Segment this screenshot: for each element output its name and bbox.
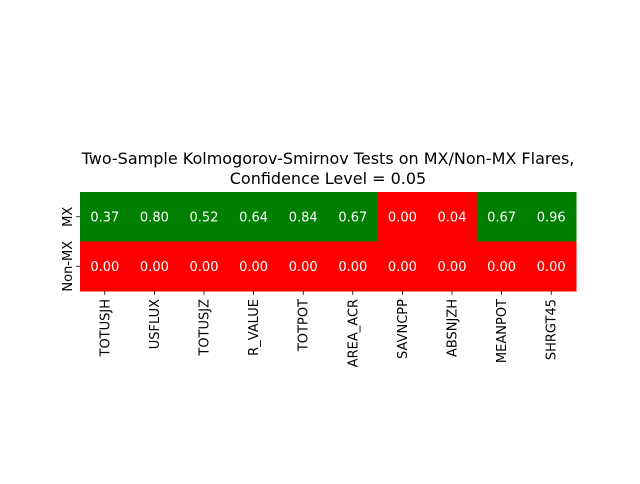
heatmap-cell — [179, 192, 230, 242]
x-tick-label: USFLUX — [148, 299, 163, 349]
cell-value-label: 0.00 — [140, 260, 169, 275]
x-tick-label: R_VALUE — [247, 299, 262, 356]
heatmap-cell — [80, 192, 131, 242]
heatmap-cell — [328, 192, 379, 242]
heatmap-cell — [328, 241, 379, 292]
x-tick-label: TOTPOT — [297, 299, 312, 352]
x-tick-label: AREA_ACR — [346, 299, 361, 367]
x-axis: TOTUSJH USFLUX TOTUSJZ R_VALUE TOTPOT AREA_AC… — [98, 291, 560, 367]
cell-value-labels: 0.37 0.80 0.52 0.64 0.84 0.67 0.00 0.04 0.67 0.96… — [90, 210, 565, 275]
heatmap-cell — [278, 192, 329, 242]
heatmap-cell — [228, 192, 279, 242]
heatmap-cells — [80, 192, 577, 292]
cell-value-label: 0.84 — [289, 210, 318, 225]
cell-value-label: 0.00 — [338, 260, 367, 275]
cell-value-label: 0.00 — [438, 260, 467, 275]
heatmap-cell — [129, 241, 180, 292]
cell-value-label: 0.00 — [90, 260, 119, 275]
cell-value-label: 0.00 — [388, 260, 417, 275]
cell-value-label: 0.96 — [537, 210, 566, 225]
heatmap-cell — [80, 241, 131, 292]
cell-value-label: 0.00 — [190, 260, 219, 275]
y-axis: MX Non-MX — [61, 207, 80, 292]
cell-value-label: 0.04 — [438, 210, 467, 225]
heatmap-cell — [526, 192, 577, 242]
chart-title-line-2: Confidence Level = 0.05 — [230, 169, 426, 188]
heatmap-cell — [129, 192, 180, 242]
x-tick-label: TOTUSJH — [98, 299, 113, 358]
heatmap-cell — [377, 241, 428, 292]
cell-value-label: 0.67 — [487, 210, 516, 225]
heatmap-cell — [526, 241, 577, 292]
cell-value-label: 0.52 — [190, 210, 219, 225]
cell-value-label: 0.00 — [487, 260, 516, 275]
heatmap-cell — [278, 241, 329, 292]
cell-value-label: 0.00 — [239, 260, 268, 275]
heatmap-cell — [377, 192, 428, 242]
x-tick-label: ABSNJZH — [446, 299, 461, 357]
y-tick-label: Non-MX — [61, 241, 76, 292]
heatmap-cell — [427, 241, 478, 292]
cell-value-label: 0.00 — [388, 210, 417, 225]
cell-value-label: 0.80 — [140, 210, 169, 225]
x-tick-label: MEANPOT — [495, 299, 510, 363]
x-tick-label: SHRGT45 — [545, 299, 560, 360]
cell-value-label: 0.64 — [239, 210, 268, 225]
cell-value-label: 0.67 — [338, 210, 367, 225]
x-tick-label: SAVNCPP — [396, 299, 411, 359]
heatmap-cell — [228, 241, 279, 292]
heatmap-cell — [179, 241, 230, 292]
heatmap-cell — [427, 192, 478, 242]
heatmap-cell — [476, 241, 527, 292]
chart-title-line-1: Two-Sample Kolmogorov-Smirnov Tests on M… — [81, 149, 575, 168]
y-tick-label: MX — [61, 207, 76, 227]
cell-value-label: 0.00 — [537, 260, 566, 275]
x-tick-label: TOTUSJZ — [198, 299, 213, 357]
cell-value-label: 0.37 — [90, 210, 119, 225]
cell-value-label: 0.00 — [289, 260, 318, 275]
heatmap-cell — [476, 192, 527, 242]
